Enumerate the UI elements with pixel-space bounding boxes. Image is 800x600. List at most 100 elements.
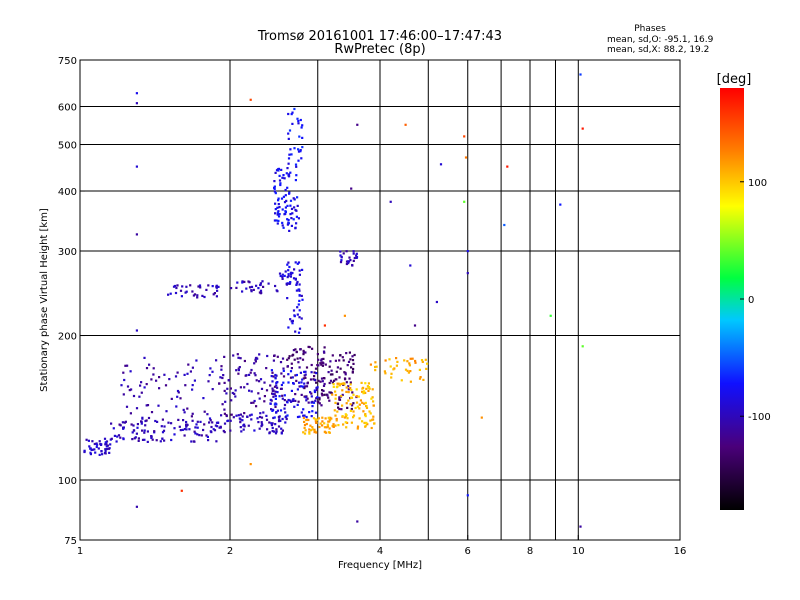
- x-tick-label: 16: [674, 546, 687, 557]
- data-point: [212, 293, 215, 296]
- data-point: [277, 197, 280, 200]
- data-point: [274, 208, 277, 211]
- data-point: [334, 424, 337, 427]
- data-point: [302, 349, 305, 352]
- data-point: [287, 326, 290, 329]
- data-point: [411, 357, 414, 360]
- data-point: [345, 386, 348, 389]
- data-point: [136, 426, 139, 429]
- data-point: [275, 381, 278, 384]
- data-point: [173, 433, 176, 436]
- data-point: [274, 377, 277, 380]
- data-point: [146, 430, 149, 433]
- data-point: [265, 418, 269, 421]
- data-point: [310, 392, 313, 395]
- data-point: [323, 382, 326, 386]
- data-point: [280, 431, 283, 434]
- data-point: [358, 403, 361, 406]
- data-point: [503, 223, 506, 227]
- data-point: [97, 447, 100, 450]
- data-point: [183, 428, 186, 431]
- colorbar-label: [deg]: [717, 72, 752, 87]
- data-point: [272, 359, 275, 362]
- data-point: [199, 420, 202, 423]
- data-point: [188, 428, 191, 431]
- data-point: [260, 387, 264, 390]
- data-point: [213, 429, 217, 432]
- data-point: [341, 415, 344, 418]
- data-point: [275, 430, 278, 433]
- data-point: [317, 417, 320, 420]
- data-point: [177, 391, 180, 394]
- data-point: [367, 386, 371, 389]
- data-point: [274, 394, 277, 398]
- data-point: [131, 438, 134, 441]
- data-point: [304, 373, 307, 376]
- data-point: [464, 156, 468, 159]
- data-point: [298, 299, 301, 302]
- data-point: [287, 357, 290, 360]
- data-point: [278, 206, 281, 209]
- data-point: [286, 263, 289, 266]
- data-point: [314, 367, 318, 370]
- data-point: [110, 437, 113, 440]
- data-point: [409, 264, 412, 267]
- data-point: [361, 401, 364, 404]
- data-point: [232, 416, 235, 419]
- data-point: [334, 359, 337, 362]
- colorbar-tick-label: -100: [748, 412, 771, 423]
- data-point: [293, 405, 296, 408]
- data-point: [291, 212, 294, 215]
- data-point: [239, 386, 242, 389]
- data-point: [270, 424, 273, 427]
- data-point: [363, 421, 366, 424]
- data-point: [295, 283, 298, 286]
- data-point: [277, 425, 281, 428]
- data-point: [259, 282, 262, 285]
- data-point: [268, 421, 271, 424]
- data-point: [383, 370, 386, 373]
- data-point: [372, 404, 375, 407]
- data-point: [223, 355, 226, 358]
- data-point: [298, 366, 301, 369]
- data-point: [135, 505, 138, 508]
- data-point: [274, 432, 278, 435]
- data-point: [277, 210, 280, 213]
- data-point: [350, 407, 353, 411]
- data-point: [258, 427, 261, 430]
- data-point: [308, 432, 311, 435]
- data-point: [418, 377, 422, 380]
- data-point: [312, 378, 315, 381]
- data-point: [319, 380, 322, 383]
- data-point: [219, 426, 222, 429]
- data-point: [352, 410, 355, 413]
- data-point: [311, 347, 314, 350]
- data-point: [281, 273, 284, 276]
- data-point: [146, 440, 149, 443]
- data-point: [322, 384, 326, 387]
- data-point: [152, 373, 155, 376]
- data-point: [288, 355, 291, 358]
- stats-line-o: mean, sd,O: -95.1, 16.9: [607, 35, 714, 45]
- data-point: [273, 385, 277, 388]
- data-point: [233, 392, 236, 395]
- data-point: [300, 411, 303, 414]
- data-point: [305, 422, 308, 426]
- data-point: [322, 350, 326, 353]
- data-point: [298, 381, 301, 384]
- data-point: [243, 425, 246, 428]
- data-point: [291, 376, 294, 379]
- data-point: [259, 289, 263, 292]
- data-point: [277, 169, 280, 172]
- data-point: [318, 425, 321, 429]
- data-point: [265, 414, 268, 417]
- x-tick-label: 8: [527, 546, 533, 557]
- data-point: [283, 399, 286, 402]
- data-point: [295, 379, 298, 382]
- data-point: [218, 426, 221, 429]
- data-point: [301, 146, 304, 149]
- data-point: [262, 411, 265, 414]
- data-point: [209, 419, 212, 422]
- data-point: [284, 188, 287, 192]
- data-point: [294, 374, 297, 377]
